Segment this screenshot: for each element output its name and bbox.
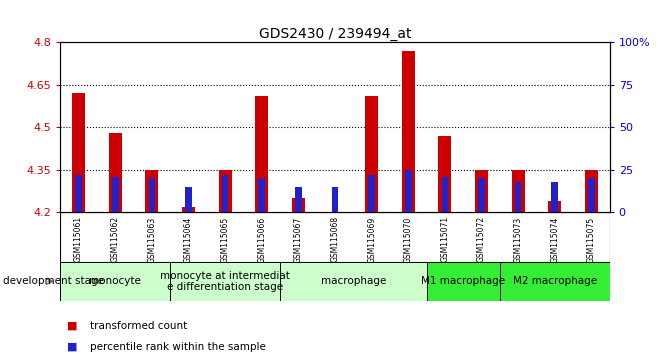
Bar [402,51,415,212]
Bar [112,177,119,212]
Bar [585,170,598,212]
Text: GSM115062: GSM115062 [111,216,120,262]
Bar [551,182,558,212]
Bar [60,262,170,301]
Bar [427,262,500,301]
Text: GSM115066: GSM115066 [257,216,266,263]
Text: ■: ■ [67,321,78,331]
Bar [255,96,268,212]
Text: GSM115067: GSM115067 [294,216,303,263]
Bar [75,175,82,212]
Text: GSM115073: GSM115073 [514,216,523,263]
Text: monocyte: monocyte [89,276,141,286]
Bar [442,177,448,212]
Text: GSM115061: GSM115061 [74,216,83,262]
Text: ■: ■ [67,342,78,352]
Bar [185,187,192,212]
Text: GSM115071: GSM115071 [440,216,450,262]
Text: GSM115072: GSM115072 [477,216,486,262]
Bar [515,182,521,212]
Bar [365,96,378,212]
Text: GSM115070: GSM115070 [404,216,413,263]
Text: GSM115074: GSM115074 [550,216,559,263]
Bar [588,178,595,212]
Bar [500,262,610,301]
Bar [149,178,155,212]
Text: GSM115068: GSM115068 [330,216,340,262]
Bar [548,201,561,212]
Bar [369,175,375,212]
Text: GSM115064: GSM115064 [184,216,193,263]
Text: M1 macrophage: M1 macrophage [421,276,505,286]
Text: GSM115065: GSM115065 [220,216,230,263]
Bar [170,262,280,301]
Text: GSM115069: GSM115069 [367,216,376,263]
Text: monocyte at intermediat
e differentiation stage: monocyte at intermediat e differentiatio… [160,270,290,292]
Bar [475,170,488,212]
Bar [405,170,411,212]
Bar [222,175,228,212]
Title: GDS2430 / 239494_at: GDS2430 / 239494_at [259,28,411,41]
Bar [145,170,158,212]
Bar [259,178,265,212]
Text: development stage: development stage [3,276,105,286]
Bar [478,178,485,212]
Text: percentile rank within the sample: percentile rank within the sample [90,342,266,352]
Text: transformed count: transformed count [90,321,188,331]
Bar [295,187,302,212]
Bar [218,170,232,212]
Text: macrophage: macrophage [321,276,386,286]
Bar [292,198,305,212]
Bar [72,93,85,212]
Bar [512,170,525,212]
Text: GSM115075: GSM115075 [587,216,596,263]
Bar [438,136,452,212]
Text: GSM115063: GSM115063 [147,216,156,263]
Bar [332,187,338,212]
Bar [280,262,427,301]
Bar [182,207,195,212]
Text: M2 macrophage: M2 macrophage [513,276,597,286]
Bar [109,133,122,212]
